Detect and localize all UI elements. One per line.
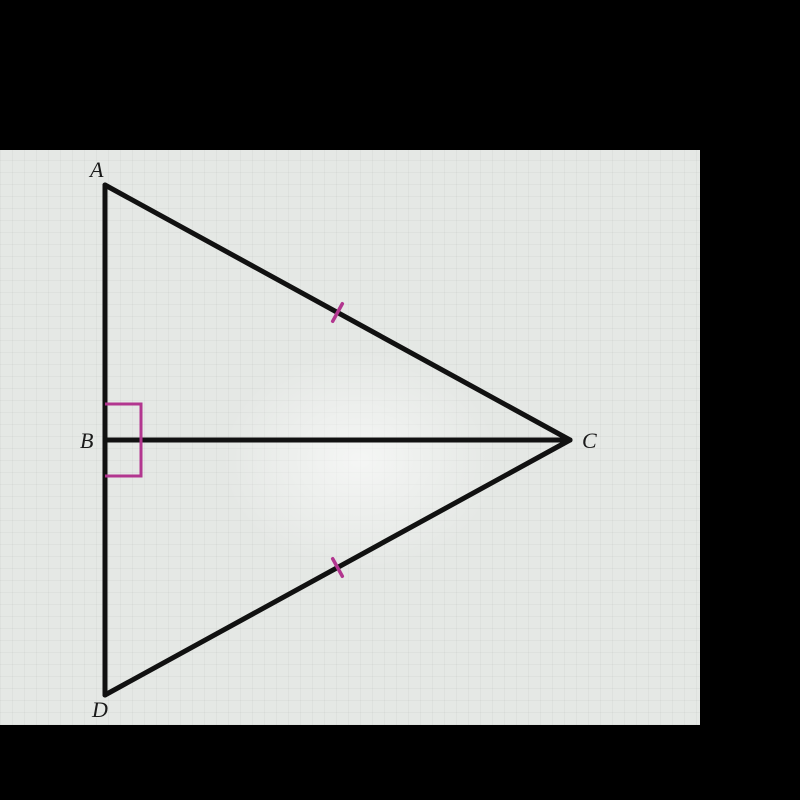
segments-group — [105, 185, 570, 695]
diagram-canvas: A B C D — [0, 150, 700, 725]
vertex-label-C: C — [582, 428, 597, 453]
vertex-label-D: D — [91, 697, 108, 722]
vertex-label-B: B — [80, 428, 93, 453]
vertex-label-A: A — [88, 157, 104, 182]
geometry-svg: A B C D — [0, 150, 700, 725]
